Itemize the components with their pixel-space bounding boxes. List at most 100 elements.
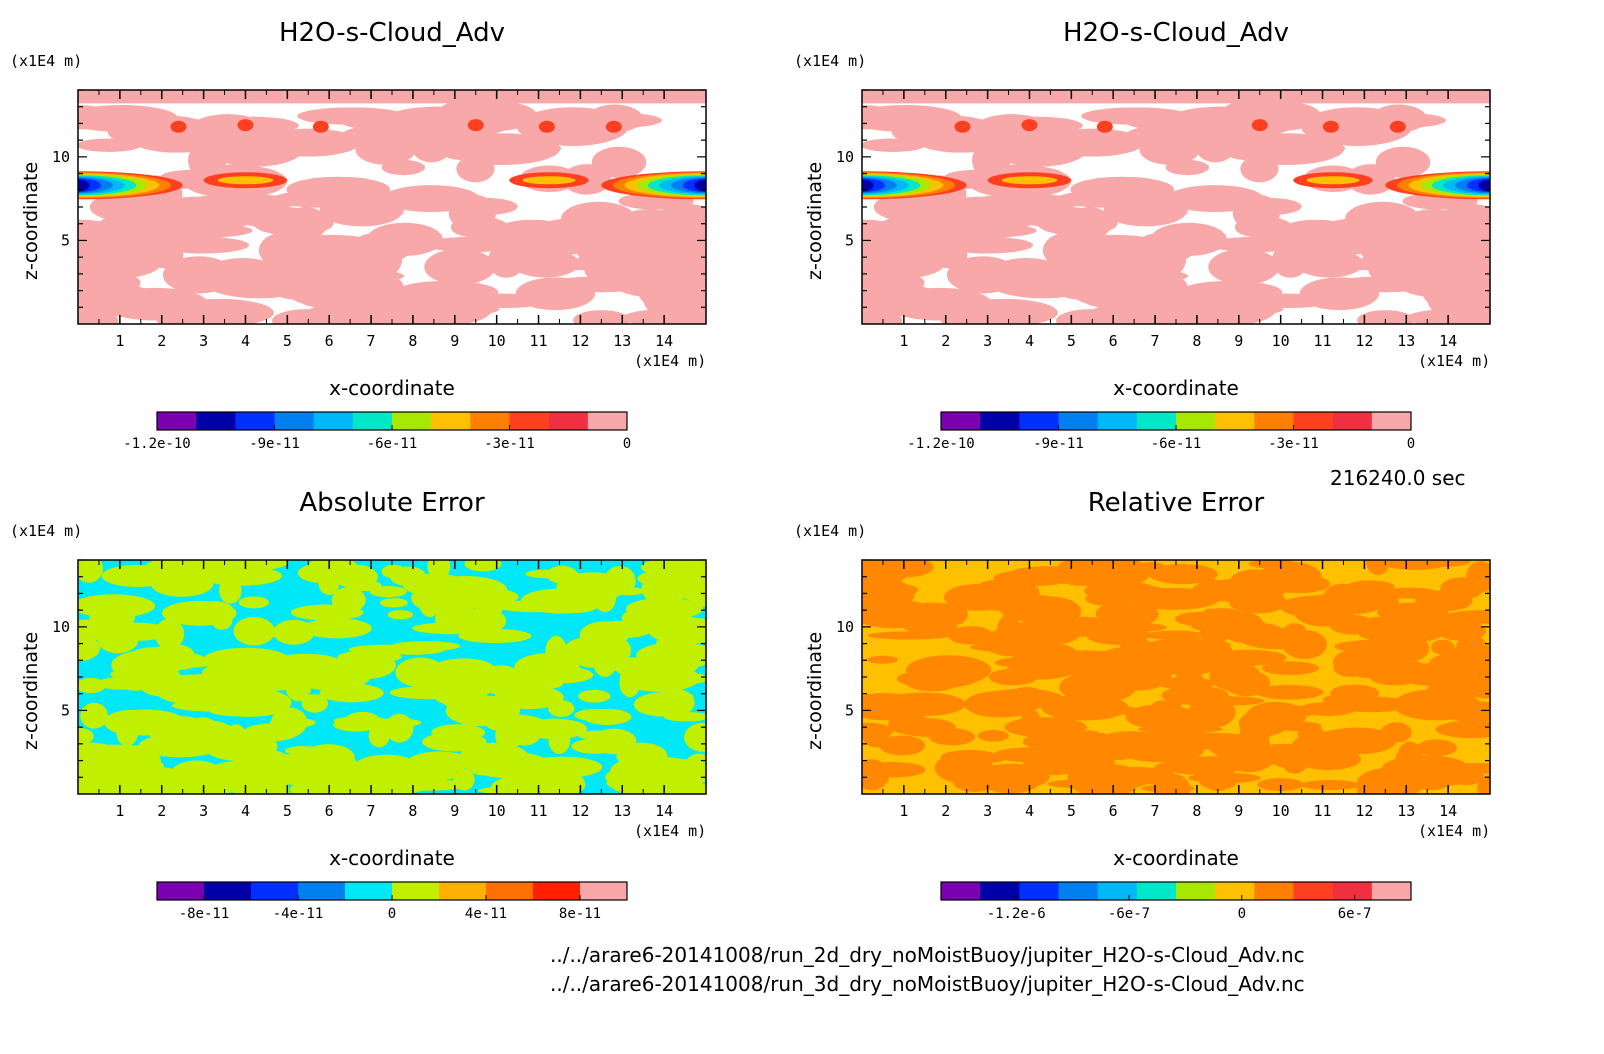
colorbar-tick-label: 4e-11 [465, 906, 507, 922]
colorbar-swatch [509, 412, 550, 430]
x-axis-label: x-coordinate [329, 846, 455, 870]
colorbar-swatch [345, 882, 393, 900]
x-tick-label: 5 [283, 802, 292, 820]
colorbar-swatch [431, 412, 471, 430]
field-region [292, 658, 372, 691]
field-region [1441, 298, 1490, 324]
field-region [156, 568, 206, 589]
colorbar-tick-label: -1.2e-10 [123, 436, 190, 452]
y-tick-label: 5 [845, 231, 854, 249]
field-region [975, 590, 1010, 599]
field-region [571, 738, 620, 754]
x-axis-label: x-coordinate [329, 376, 455, 400]
colorbar-swatch [580, 882, 628, 900]
colorbar-swatch [548, 412, 589, 430]
x-tick-label: 10 [1272, 332, 1290, 350]
field-spot [1096, 120, 1113, 133]
colorbar-swatch [470, 412, 510, 430]
chart-title: H2O-s-Cloud_Adv [1062, 18, 1290, 48]
field-spot [954, 120, 971, 133]
field-region [101, 564, 173, 587]
field [862, 560, 1490, 794]
field-region [1240, 155, 1279, 183]
field-region [306, 278, 401, 298]
chart-panel-1: H2O-s-Cloud_Adv (x1E4 m) (x1E4 m) x-coordin… [0, 0, 784, 470]
field-region [233, 616, 275, 646]
field-spot [1251, 119, 1268, 132]
field-region [453, 768, 475, 791]
x-tick-label: 1 [899, 332, 908, 350]
field-region [862, 599, 935, 629]
field-region [508, 726, 540, 746]
field-region [142, 223, 253, 238]
field-spot [237, 119, 254, 132]
colorbar-swatch [1097, 882, 1138, 900]
x-tick-label: 1 [115, 802, 124, 820]
x-tick-label: 12 [1355, 332, 1373, 350]
field-region [525, 230, 571, 244]
field-region [302, 618, 372, 639]
y-unit-label: (x1E4 m) [10, 522, 83, 540]
colorbar-swatch [1254, 882, 1294, 900]
field-spot [1322, 120, 1339, 133]
field-region [662, 204, 706, 243]
colorbar-swatch [439, 882, 487, 900]
field-region [431, 724, 486, 741]
chart-panel-4: Relative Error (x1E4 m) (x1E4 m) x-coordina… [784, 470, 1568, 940]
field-feature [1001, 176, 1058, 185]
field-region [972, 140, 1011, 180]
field-region [153, 722, 175, 737]
colorbar-swatch [235, 412, 275, 430]
field-region [867, 655, 899, 664]
x-tick-label: 5 [1067, 802, 1076, 820]
field-region [1056, 190, 1156, 208]
colorbar-tick-label: 6e-7 [1338, 906, 1372, 922]
field-region [1418, 702, 1461, 716]
field-region [548, 700, 575, 717]
colorbar-swatch [1136, 882, 1177, 900]
field-region [1417, 560, 1471, 567]
field-region [80, 702, 108, 729]
field-region [573, 310, 631, 324]
x-tick-label: 2 [941, 802, 950, 820]
field-region [1020, 133, 1073, 164]
field-region [211, 687, 279, 699]
field-region [215, 266, 311, 286]
field-region [1067, 763, 1143, 792]
y-unit-label: (x1E4 m) [794, 522, 867, 540]
field-region [926, 223, 1037, 238]
colorbar-swatch [157, 412, 197, 430]
field-region [412, 671, 451, 688]
colorbar-swatch [941, 882, 981, 900]
field-region [1114, 588, 1156, 600]
x-tick-label: 7 [1151, 332, 1160, 350]
y-tick-label: 5 [845, 701, 854, 719]
field-region [1207, 236, 1310, 253]
colorbar-swatch [1176, 882, 1216, 900]
x-axis-label: x-coordinate [1113, 846, 1239, 870]
field-region [1319, 727, 1397, 755]
x-axis-label: x-coordinate [1113, 376, 1239, 400]
y-tick-label: 10 [52, 148, 70, 166]
x-unit-label: (x1E4 m) [1418, 352, 1491, 370]
field-region [616, 742, 668, 769]
field-region [1006, 686, 1048, 711]
field-region [173, 673, 250, 685]
colorbar-tick-label: 0 [388, 906, 396, 922]
x-tick-label: 13 [613, 332, 631, 350]
field-spot [170, 120, 187, 133]
colorbar-swatch [1215, 882, 1255, 900]
field [78, 90, 706, 324]
field-region [1224, 670, 1271, 697]
field-region [1213, 743, 1276, 761]
field-spot [605, 120, 622, 133]
field-region [78, 742, 127, 772]
field-region [294, 778, 375, 790]
field-feature [217, 176, 274, 185]
field-region [546, 565, 578, 584]
field-region [440, 620, 504, 630]
x-tick-label: 6 [325, 802, 334, 820]
field-region [1243, 569, 1288, 601]
field-region [78, 727, 94, 745]
